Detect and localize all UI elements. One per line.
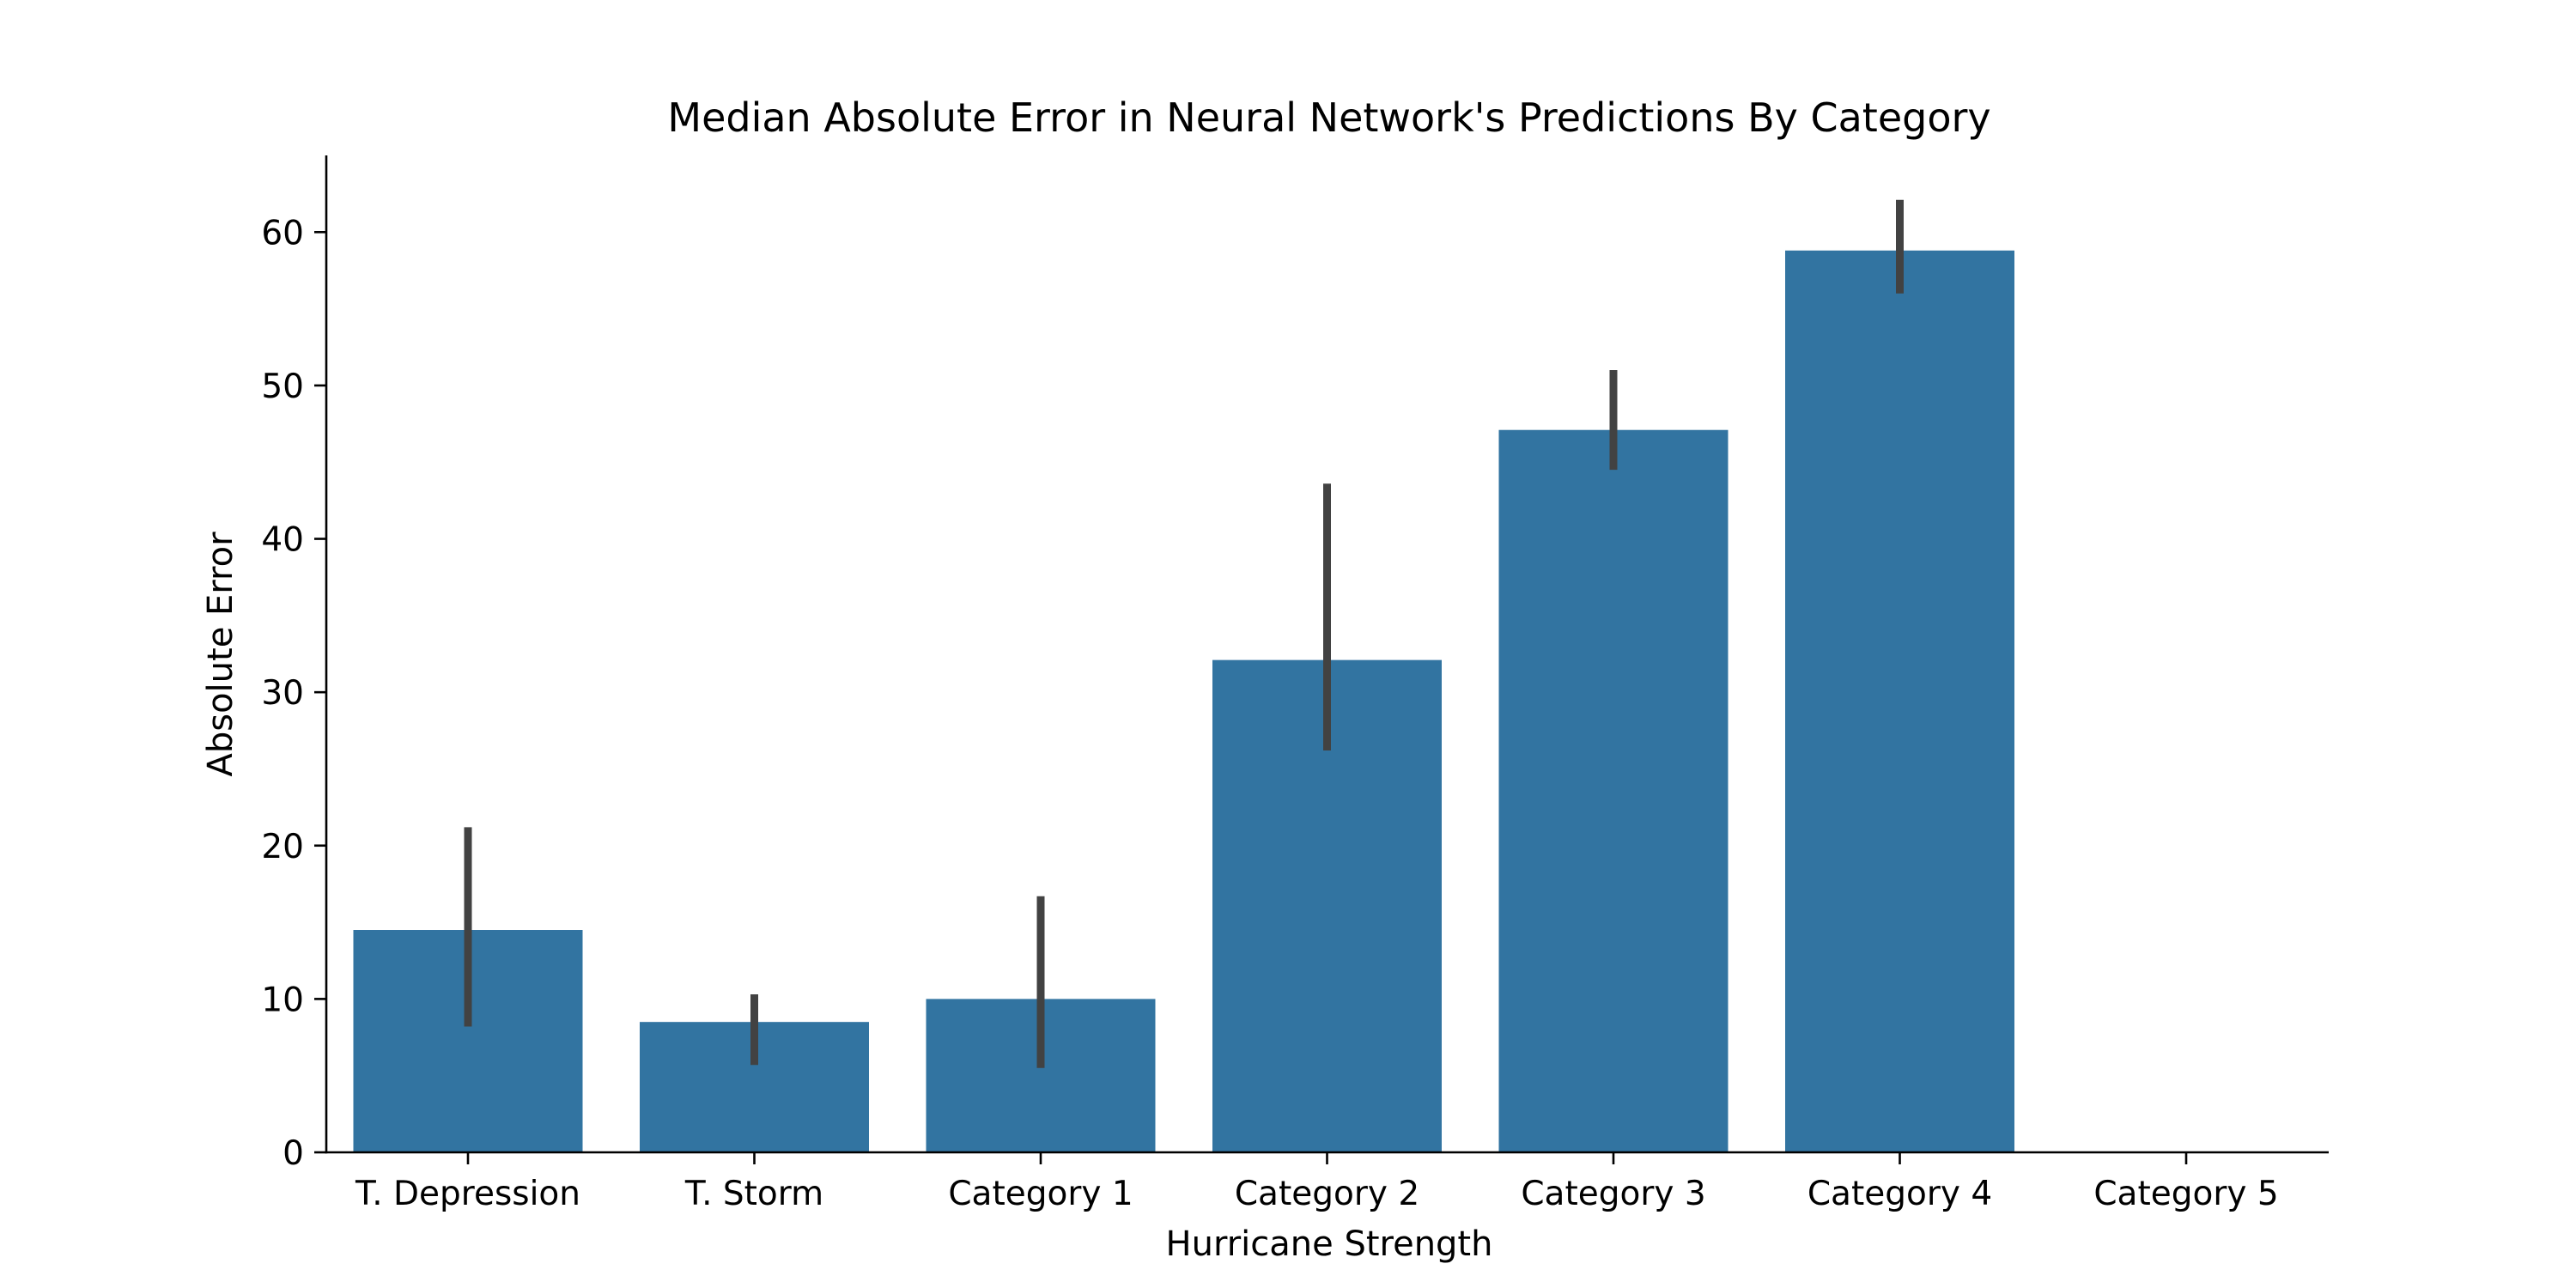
bar-category-4 xyxy=(1785,250,2014,1152)
x-tick-label-category-2: Category 2 xyxy=(1235,1175,1419,1213)
chart-title: Median Absolute Error in Neural Network'… xyxy=(667,94,1990,141)
y-tick-label-10: 10 xyxy=(261,981,304,1019)
x-axis-label: Hurricane Strength xyxy=(1166,1224,1493,1264)
y-tick-label-20: 20 xyxy=(261,828,304,866)
x-tick-label-category-4: Category 4 xyxy=(1807,1175,1992,1213)
y-axis-label: Absolute Error xyxy=(201,532,240,777)
bar-category-3 xyxy=(1498,429,1728,1152)
y-tick-label-50: 50 xyxy=(261,368,304,406)
x-tick-label-category-3: Category 3 xyxy=(1521,1175,1705,1213)
x-tick-label-category-1: Category 1 xyxy=(948,1175,1133,1213)
y-tick-label-40: 40 xyxy=(261,521,304,560)
y-tick-label-30: 30 xyxy=(261,674,304,713)
x-tick-label-t-depression: T. Depression xyxy=(355,1175,580,1213)
y-tick-label-60: 60 xyxy=(261,214,304,252)
x-tick-label-t-storm: T. Storm xyxy=(684,1175,823,1213)
plot-area: 0 10 20 30 40 50 60 T. Depression T. Storm Catego… xyxy=(261,155,2329,1213)
y-tick-label-0: 0 xyxy=(283,1134,304,1173)
x-tick-label-category-5: Category 5 xyxy=(2093,1175,2278,1213)
